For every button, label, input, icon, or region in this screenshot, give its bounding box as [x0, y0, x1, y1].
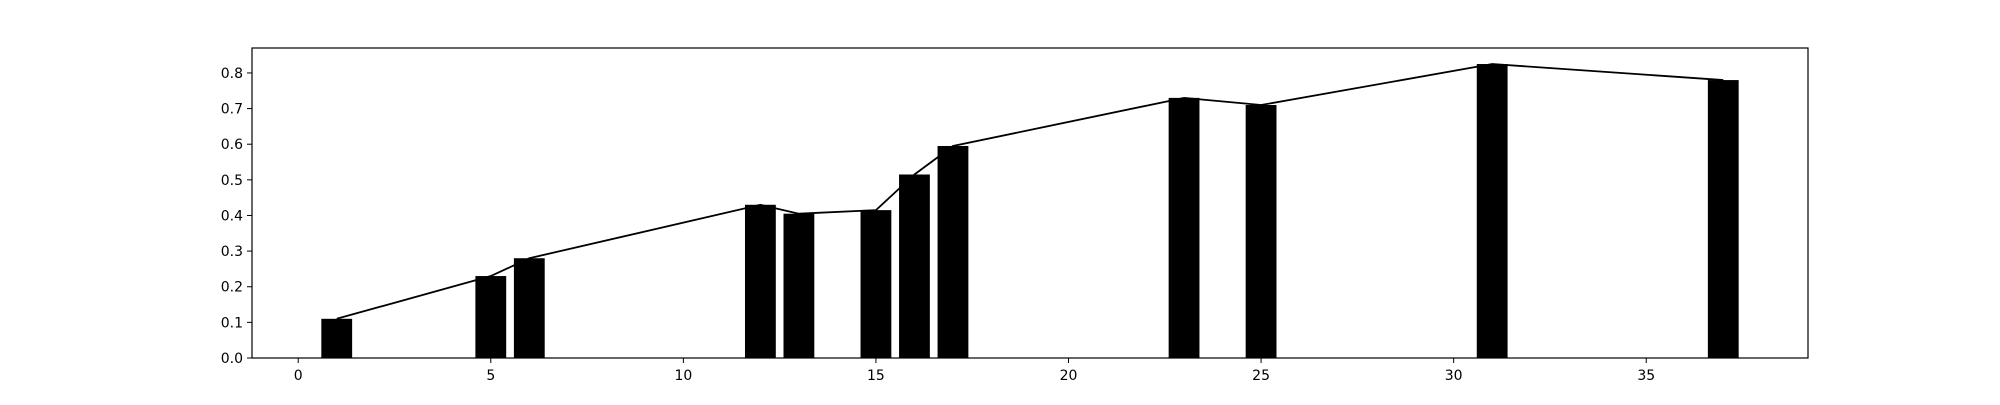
- line-layer: [336, 63, 1724, 320]
- x-tick-label: 10: [674, 368, 692, 384]
- y-tick-label: 0.6: [221, 137, 243, 153]
- bar: [899, 174, 930, 358]
- y-tick-label: 0.1: [221, 315, 243, 331]
- x-tick-label: 25: [1252, 368, 1270, 384]
- bar: [1245, 105, 1277, 358]
- bar: [513, 258, 545, 358]
- bar: [860, 210, 892, 358]
- x-tick-label: 20: [1060, 368, 1078, 384]
- y-tick-label: 0.4: [221, 208, 243, 224]
- x-tick-label: 30: [1445, 368, 1463, 384]
- bar: [937, 145, 969, 358]
- plot-frame: [251, 47, 1809, 359]
- bars-layer: [321, 64, 1739, 358]
- y-tick-label: 0.7: [221, 102, 243, 118]
- bar: [744, 204, 776, 358]
- x-tick-label: 5: [486, 368, 495, 384]
- series-line: [336, 63, 1724, 320]
- bar: [475, 276, 507, 358]
- y-tick-label: 0.8: [221, 66, 243, 82]
- x-tick-label: 35: [1637, 368, 1655, 384]
- y-tick-label: 0.3: [221, 244, 243, 260]
- bar: [1168, 97, 1200, 358]
- x-tick-label: 15: [867, 368, 885, 384]
- bar: [783, 213, 815, 358]
- y-tick-label: 0.2: [221, 280, 243, 296]
- axes-layer: 0 5 10 15 20 25 30 35 0.0 0.1 0.2 0.3 0.4 0.5 0.6 0.7 0.…: [221, 47, 1809, 384]
- x-tick-label: 0: [294, 368, 303, 384]
- bar: [1707, 80, 1739, 358]
- bar: [1476, 64, 1508, 358]
- y-tick-label: 0.5: [221, 173, 243, 189]
- y-tick-label: 0.0: [221, 351, 243, 367]
- bar: [321, 318, 353, 358]
